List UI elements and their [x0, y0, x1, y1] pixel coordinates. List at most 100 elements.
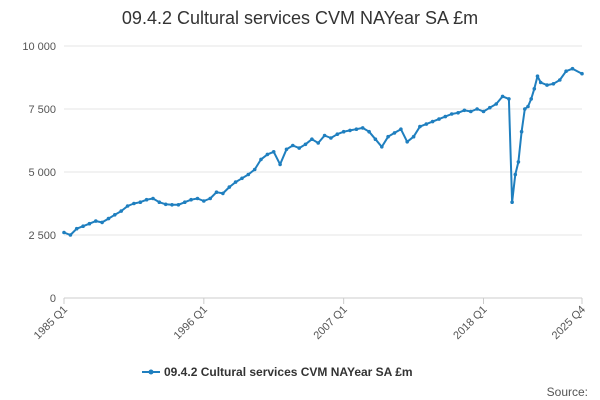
data-point[interactable] — [310, 137, 314, 141]
data-point[interactable] — [303, 142, 308, 147]
data-point[interactable] — [138, 200, 143, 204]
data-point[interactable] — [523, 107, 527, 111]
source-label: Source: — [547, 385, 588, 399]
data-point[interactable] — [360, 126, 365, 130]
data-point[interactable] — [494, 102, 499, 106]
data-point[interactable] — [170, 203, 174, 207]
data-point[interactable] — [392, 131, 397, 135]
data-point[interactable] — [208, 196, 212, 201]
data-point[interactable] — [119, 209, 123, 213]
y-tick-label: 0 — [50, 293, 56, 305]
data-point[interactable] — [81, 224, 85, 228]
data-point[interactable] — [195, 196, 200, 201]
data-point[interactable] — [488, 105, 492, 110]
data-point[interactable] — [475, 107, 479, 111]
data-point[interactable] — [291, 143, 295, 148]
data-point[interactable] — [570, 66, 575, 71]
data-point[interactable] — [113, 213, 117, 217]
data-point[interactable] — [386, 134, 390, 139]
data-point[interactable] — [405, 140, 410, 144]
data-point[interactable] — [348, 128, 352, 133]
data-point[interactable] — [564, 69, 568, 73]
data-point[interactable] — [74, 226, 79, 231]
data-point[interactable] — [354, 127, 359, 131]
x-tick-label: 1985 Q1 — [32, 304, 70, 342]
data-point[interactable] — [545, 83, 549, 87]
data-point[interactable] — [94, 219, 98, 223]
data-point[interactable] — [189, 197, 193, 202]
data-point[interactable] — [214, 190, 219, 194]
data-point[interactable] — [437, 117, 441, 121]
data-point[interactable] — [240, 176, 244, 181]
data-point[interactable] — [271, 150, 276, 154]
data-point[interactable] — [284, 147, 289, 152]
data-point[interactable] — [316, 141, 321, 145]
data-point[interactable] — [449, 112, 454, 116]
gridlines — [64, 45, 582, 299]
data-point[interactable] — [297, 146, 302, 150]
data-point[interactable] — [418, 124, 422, 129]
data-point[interactable] — [151, 196, 155, 201]
data-point[interactable] — [278, 162, 282, 167]
data-point[interactable] — [100, 220, 104, 225]
data-point[interactable] — [265, 152, 270, 157]
data-point[interactable] — [507, 97, 511, 101]
data-point[interactable] — [106, 216, 111, 221]
data-point[interactable] — [469, 109, 473, 114]
data-point[interactable] — [183, 200, 187, 204]
data-point[interactable] — [367, 129, 371, 134]
data-point[interactable] — [519, 129, 524, 134]
data-point[interactable] — [532, 87, 537, 91]
data-point[interactable] — [380, 145, 384, 149]
data-point[interactable] — [176, 203, 181, 207]
data-point[interactable] — [144, 197, 149, 202]
data-point[interactable] — [233, 180, 238, 184]
legend-marker-icon — [148, 369, 154, 375]
data-point[interactable] — [443, 114, 448, 119]
data-point[interactable] — [62, 230, 66, 235]
data-point[interactable] — [535, 74, 540, 78]
data-point[interactable] — [456, 111, 460, 115]
data-point[interactable] — [510, 200, 514, 204]
data-point[interactable] — [125, 204, 130, 208]
data-point[interactable] — [513, 172, 518, 177]
data-point[interactable] — [163, 202, 168, 207]
data-point[interactable] — [516, 160, 521, 164]
data-point[interactable] — [373, 137, 378, 141]
data-point[interactable] — [529, 97, 533, 101]
data-point[interactable] — [221, 191, 225, 196]
series-line — [63, 67, 583, 236]
data-point[interactable] — [246, 172, 251, 177]
data-point[interactable] — [462, 108, 467, 113]
data-point[interactable] — [526, 104, 530, 109]
data-point[interactable] — [227, 185, 232, 189]
data-point[interactable] — [500, 94, 505, 99]
data-point[interactable] — [132, 201, 136, 206]
data-point[interactable] — [551, 82, 556, 86]
data-point[interactable] — [202, 199, 206, 203]
data-point[interactable] — [322, 133, 327, 138]
data-point[interactable] — [399, 127, 403, 131]
data-point[interactable] — [580, 71, 584, 76]
data-point[interactable] — [538, 80, 543, 85]
x-axis: 1985 Q1 1996 Q1 2007 Q1 2018 Q1 2025 Q4 — [32, 298, 588, 342]
data-point[interactable] — [157, 200, 162, 204]
data-point[interactable] — [87, 221, 92, 226]
data-point[interactable] — [68, 233, 73, 237]
data-point[interactable] — [558, 78, 562, 82]
data-point[interactable] — [481, 109, 486, 114]
y-tick-label: 5 000 — [28, 167, 56, 179]
x-tick-label: 2018 Q1 — [451, 304, 489, 342]
legend[interactable]: 09.4.2 Cultural services CVM NAYear SA £… — [142, 365, 413, 379]
data-point[interactable] — [335, 132, 340, 136]
data-point[interactable] — [252, 167, 257, 172]
x-tick-label: 2007 Q1 — [311, 304, 349, 342]
data-point[interactable] — [341, 129, 346, 134]
data-point[interactable] — [329, 136, 333, 140]
data-point[interactable] — [259, 157, 263, 162]
data-point[interactable] — [411, 134, 416, 139]
legend-label: 09.4.2 Cultural services CVM NAYear SA £… — [164, 365, 413, 379]
data-point[interactable] — [430, 119, 435, 124]
data-point[interactable] — [424, 122, 429, 126]
